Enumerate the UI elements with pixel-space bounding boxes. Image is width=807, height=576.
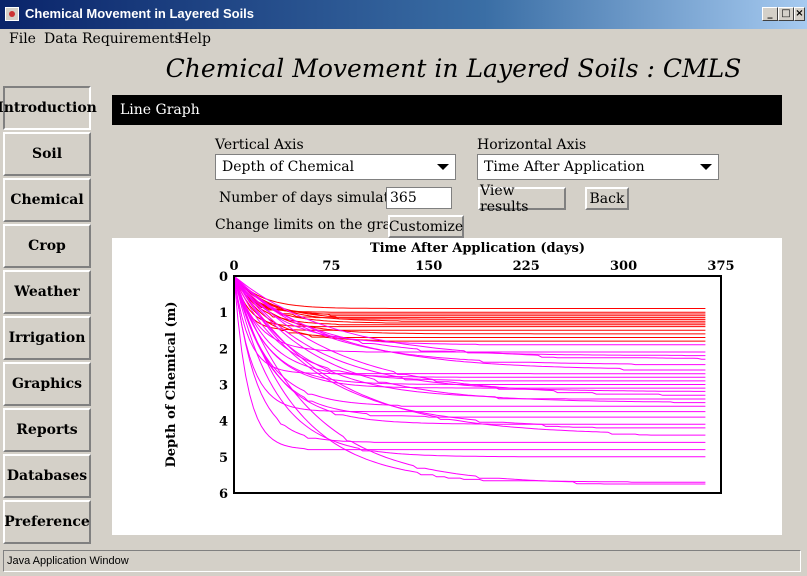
series-line	[233, 275, 706, 309]
series-line	[233, 275, 706, 407]
series-line	[233, 275, 706, 458]
series-line	[233, 275, 706, 360]
series-line	[233, 275, 706, 451]
y-tick-label: 2	[219, 342, 228, 357]
series-line	[233, 275, 706, 331]
plot-frame	[233, 275, 722, 494]
horizontal-axis-select[interactable]: Time After Application	[477, 154, 719, 180]
nav-introduction[interactable]: Introduction	[0, 86, 97, 130]
series-line	[233, 275, 706, 483]
series-line	[233, 275, 706, 320]
series-line	[233, 275, 706, 378]
chevron-down-icon	[700, 164, 712, 170]
vertical-axis-select[interactable]: Depth of Chemical	[215, 154, 456, 180]
nav-irrigation[interactable]: Irrigation	[3, 316, 91, 360]
series-line	[233, 275, 706, 485]
series-line	[233, 275, 706, 366]
series-line	[233, 275, 706, 357]
title-bar: Chemical Movement in Layered Soils _ □ ×	[0, 0, 807, 29]
series-line	[233, 275, 706, 338]
line-graph: Time After Application (days) Depth of C…	[112, 238, 782, 535]
series-line	[233, 275, 706, 335]
series-line	[233, 275, 706, 328]
menu-help[interactable]: Help	[177, 31, 211, 47]
customize-button[interactable]: Customize	[388, 215, 464, 238]
java-app-icon[interactable]	[5, 7, 19, 21]
change-limits-label: Change limits on the graph:	[215, 217, 414, 233]
menu-file[interactable]: File	[9, 31, 36, 47]
y-tick-label: 6	[219, 487, 228, 502]
series-line	[233, 275, 706, 418]
series-line	[233, 275, 706, 326]
nav-reports[interactable]: Reports	[3, 408, 91, 452]
x-tick-label: 150	[415, 259, 442, 274]
nav-graphics[interactable]: Graphics	[3, 362, 91, 406]
series-line	[233, 275, 706, 317]
maximize-button[interactable]: □	[778, 7, 794, 21]
view-results-button[interactable]: View results	[478, 183, 566, 215]
series-line	[233, 275, 706, 389]
status-bar: Java Application Window	[3, 550, 801, 572]
series-line	[233, 275, 706, 375]
series-line	[233, 275, 706, 346]
nav-preference[interactable]: Preference	[3, 500, 91, 544]
series-line	[233, 275, 706, 313]
series-line	[233, 275, 706, 324]
series-line	[233, 275, 706, 443]
y-axis-title: Depth of Chemical (m)	[164, 301, 179, 467]
series-line	[233, 275, 706, 404]
series-line	[233, 275, 706, 319]
vertical-axis-value: Depth of Chemical	[222, 159, 355, 175]
vertical-axis-label: Vertical Axis	[215, 137, 304, 153]
series-line	[233, 275, 706, 392]
nav-databases[interactable]: Databases	[3, 454, 91, 498]
horizontal-axis-value: Time After Application	[484, 159, 645, 175]
y-tick-label: 0	[219, 270, 228, 285]
window-title: Chemical Movement in Layered Soils	[25, 6, 255, 21]
chart-svg: Time After Application (days) Depth of C…	[164, 241, 735, 502]
minimize-button[interactable]: _	[762, 7, 778, 21]
y-tick-label: 4	[219, 415, 228, 430]
chevron-down-icon	[437, 164, 449, 170]
close-button[interactable]: ×	[794, 7, 805, 21]
days-simulated-label: Number of days simulated:	[219, 190, 412, 206]
series-line	[233, 275, 706, 429]
page-title: Chemical Movement in Layered Soils : CML…	[165, 54, 742, 83]
back-button[interactable]: Back	[585, 187, 629, 210]
series-line	[233, 275, 706, 322]
y-tick-label: 3	[219, 379, 228, 394]
nav-crop[interactable]: Crop	[3, 224, 91, 268]
x-tick-label: 0	[229, 259, 238, 274]
horizontal-axis-label: Horizontal Axis	[477, 137, 587, 153]
panel-header: Line Graph	[112, 95, 782, 125]
series-line	[233, 275, 706, 371]
series-line	[233, 275, 706, 396]
series-line	[233, 275, 706, 342]
y-tick-label: 5	[219, 451, 228, 466]
x-tick-label: 375	[707, 259, 734, 274]
nav-soil[interactable]: Soil	[3, 132, 91, 176]
x-axis-title: Time After Application (days)	[370, 241, 585, 256]
menu-data-requirements[interactable]: Data Requirements	[44, 31, 182, 47]
menu-bar: File Data Requirements Help	[0, 29, 807, 49]
y-tick-label: 1	[219, 306, 228, 321]
series-line	[233, 275, 706, 413]
x-tick-label: 300	[610, 259, 637, 274]
x-tick-label: 75	[322, 259, 340, 274]
series-line	[233, 275, 706, 425]
nav-chemical[interactable]: Chemical	[3, 178, 91, 222]
days-simulated-input[interactable]: 365	[386, 187, 452, 209]
series-line	[233, 275, 706, 436]
x-tick-label: 225	[513, 259, 540, 274]
nav-weather[interactable]: Weather	[3, 270, 91, 314]
line-graph-panel: Line Graph Vertical Axis Depth of Chemic…	[112, 95, 782, 535]
